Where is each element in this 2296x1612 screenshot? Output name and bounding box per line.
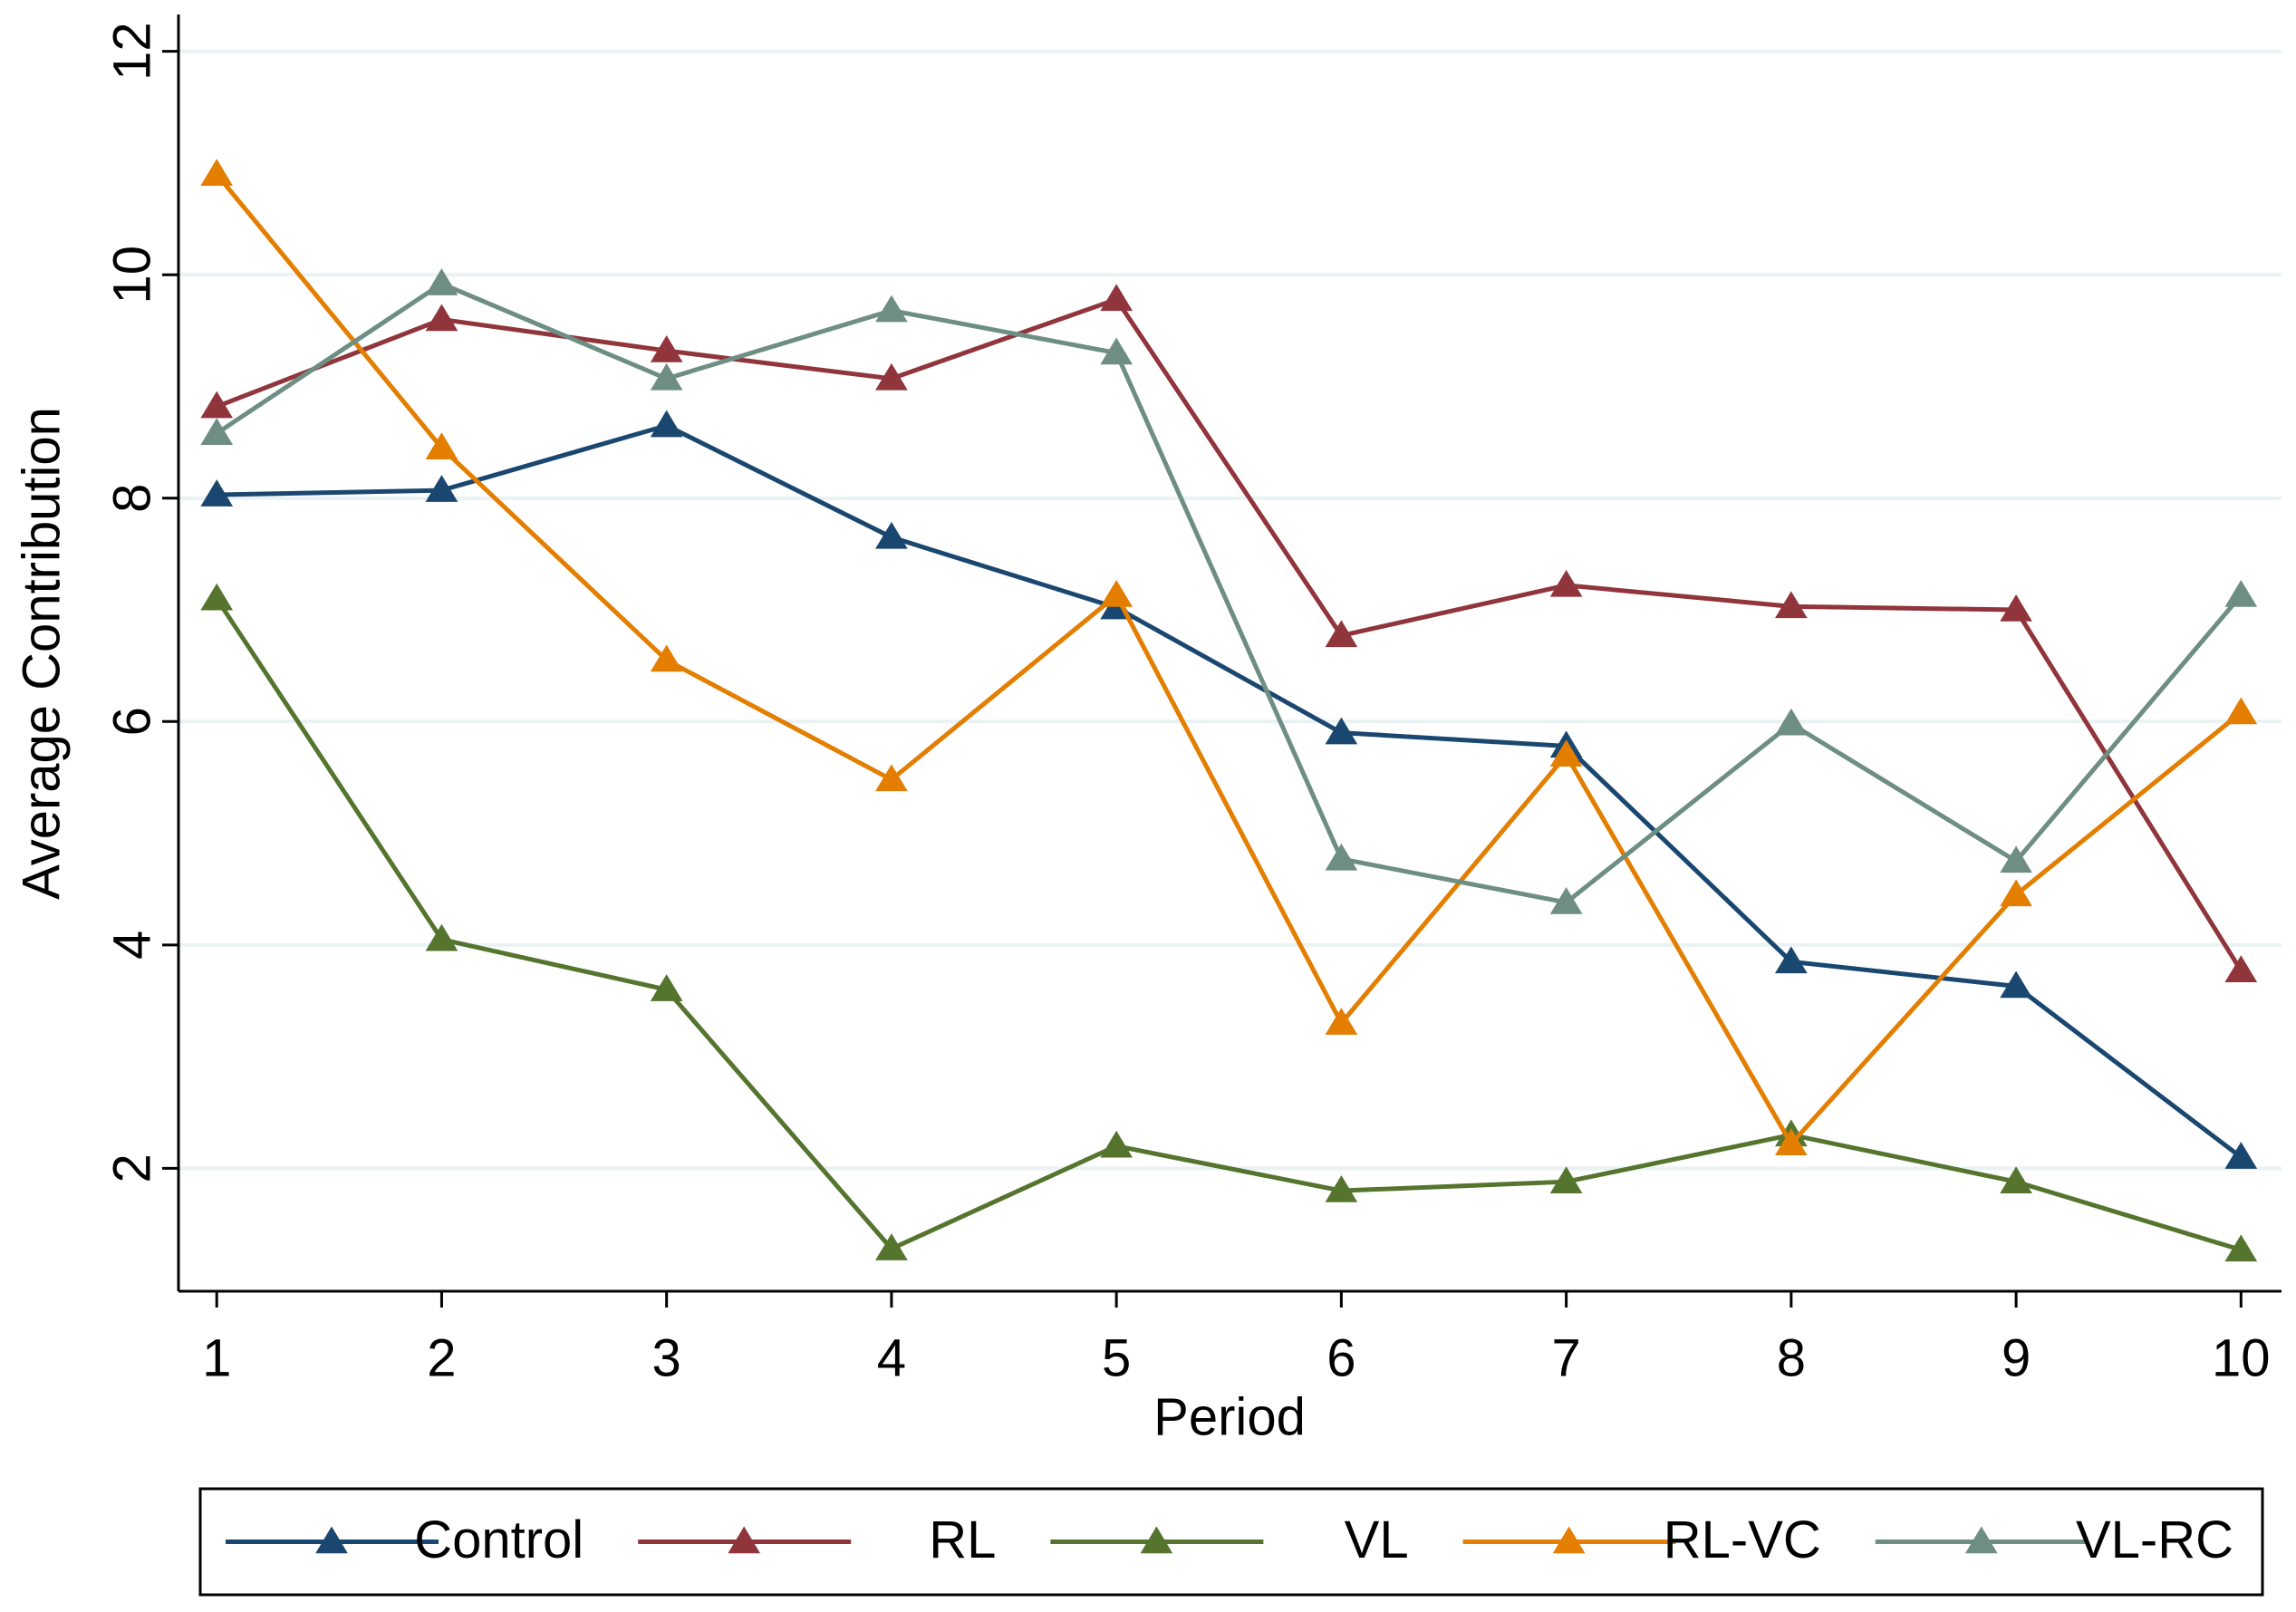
marker — [425, 432, 458, 460]
marker — [650, 974, 683, 1001]
legend-marker — [315, 1526, 348, 1554]
legend-marker — [1140, 1526, 1173, 1554]
series-line — [215, 172, 2243, 1148]
marker — [425, 923, 458, 951]
marker — [2224, 955, 2258, 982]
marker — [425, 304, 458, 332]
marker — [875, 1233, 908, 1260]
marker — [2000, 1166, 2032, 1193]
legend-label: VL-RC — [2076, 1511, 2233, 1569]
y-tick-label: 10 — [102, 246, 161, 304]
x-tick-label: 8 — [1777, 1328, 1806, 1387]
marker — [875, 521, 908, 549]
x-tick-label: 2 — [427, 1328, 456, 1387]
marker — [1325, 620, 1358, 648]
marker — [650, 335, 683, 362]
marker — [875, 362, 908, 391]
marker — [2224, 580, 2258, 607]
legend-marker — [1964, 1526, 1998, 1554]
marker — [200, 391, 234, 419]
x-tick-label: 10 — [2212, 1328, 2271, 1387]
marker — [1549, 1166, 1583, 1193]
marker — [2000, 879, 2032, 907]
marker — [875, 764, 908, 792]
marker — [1325, 1008, 1358, 1035]
marker — [2224, 697, 2258, 725]
marker — [1549, 887, 1583, 914]
marker — [1774, 708, 1808, 736]
marker — [1774, 946, 1808, 974]
y-tick-label: 4 — [102, 931, 161, 960]
series-line — [215, 597, 2243, 1252]
marker — [2000, 594, 2032, 622]
marker — [200, 583, 234, 611]
marker — [1325, 717, 1358, 745]
y-tick-label: 12 — [102, 22, 161, 81]
marker — [1774, 591, 1808, 619]
marker — [1100, 284, 1133, 312]
marker — [1100, 580, 1133, 607]
marker — [650, 410, 683, 438]
legend-label: RL — [929, 1511, 996, 1569]
marker — [200, 159, 234, 187]
marker — [2000, 970, 2032, 999]
y-axis-title: Average Contribution — [12, 407, 71, 900]
marker — [1325, 1175, 1358, 1202]
x-tick-label: 9 — [2002, 1328, 2031, 1387]
marker — [2224, 1234, 2258, 1262]
marker — [1549, 739, 1583, 767]
marker — [2000, 845, 2032, 874]
x-tick-label: 1 — [202, 1328, 231, 1387]
marker — [1325, 843, 1358, 871]
marker — [425, 268, 458, 295]
legend-marker — [728, 1526, 761, 1554]
marker — [875, 294, 908, 323]
x-tick-label: 6 — [1326, 1328, 1355, 1387]
series-line — [215, 281, 2243, 905]
series-line — [216, 296, 2243, 972]
y-tick-label: 2 — [102, 1153, 161, 1182]
marker — [1774, 1128, 1808, 1156]
series-line — [217, 422, 2243, 1160]
marker — [650, 362, 683, 391]
legend-label: RL-VC — [1664, 1511, 1821, 1569]
y-tick-label: 6 — [102, 707, 161, 736]
legend-label: VL — [1345, 1511, 1409, 1569]
x-tick-label: 5 — [1102, 1328, 1131, 1387]
marker — [2224, 1142, 2258, 1169]
marker — [425, 475, 458, 502]
x-tick-label: 3 — [652, 1328, 681, 1387]
legend-marker — [1552, 1526, 1586, 1554]
marker — [200, 479, 234, 507]
legend-label: Control — [414, 1511, 584, 1569]
x-axis-title: Period — [1153, 1387, 1306, 1446]
x-tick-label: 4 — [877, 1328, 906, 1387]
marker — [200, 418, 234, 446]
x-tick-label: 7 — [1551, 1328, 1580, 1387]
marker — [1549, 569, 1583, 597]
marker — [1100, 1130, 1133, 1158]
marker — [650, 644, 683, 672]
y-tick-label: 8 — [102, 484, 161, 513]
marker — [1100, 337, 1133, 365]
